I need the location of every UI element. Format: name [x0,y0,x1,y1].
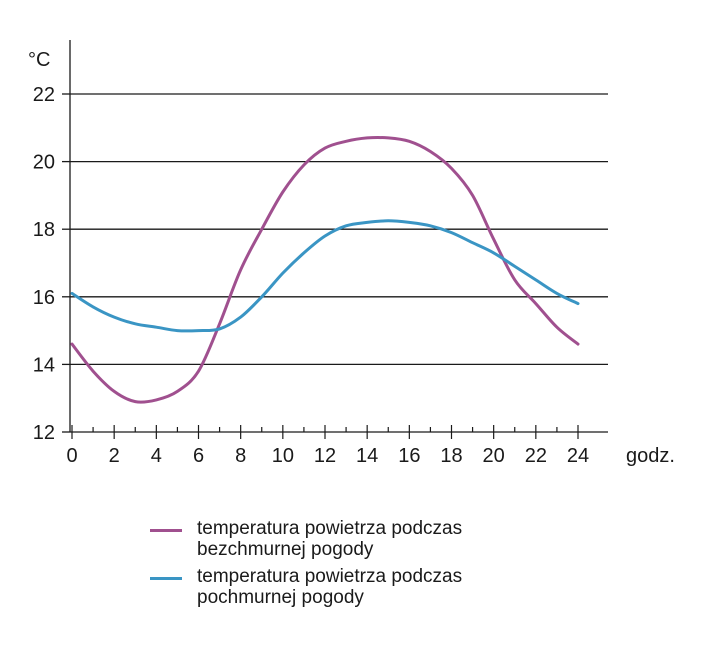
y-tick-label-16: 16 [33,287,55,309]
legend-swatch-clear-weather [150,529,182,532]
series-lines [70,136,580,404]
y-tick-label-12: 12 [33,422,55,444]
legend-item-clear-weather: temperatura powietrza podczas bezchmurne… [150,518,570,560]
x-tick-label-24: 24 [567,445,589,467]
x-tick-label-12: 12 [314,445,336,467]
y-tick-label-20: 20 [33,152,55,174]
x-tick-label-0: 0 [66,445,77,467]
x-tick-label-22: 22 [525,445,547,467]
legend-label-cloudy-weather: temperatura powietrza podczas pochmurnej… [197,566,463,608]
y-axis-unit-label: °C [28,49,50,71]
x-tick-label-8: 8 [235,445,246,467]
series-line-cloudy-weather [70,219,580,333]
axis-ticks [62,93,579,439]
legend-item-cloudy-weather: temperatura powietrza podczas pochmurnej… [150,566,570,608]
x-tick-label-14: 14 [356,445,378,467]
legend: temperatura powietrza podczas bezchmurne… [150,518,570,614]
x-tick-label-6: 6 [193,445,204,467]
y-tick-label-22: 22 [33,84,55,106]
legend-swatch-cloudy-weather [150,577,182,580]
x-tick-label-2: 2 [109,445,120,467]
x-tick-label-10: 10 [272,445,294,467]
x-tick-label-4: 4 [151,445,162,467]
y-tick-label-18: 18 [33,219,55,241]
x-tick-label-18: 18 [440,445,462,467]
x-tick-label-16: 16 [398,445,420,467]
x-tick-label-20: 20 [483,445,505,467]
series-line-clear-weather [70,136,580,404]
y-tick-label-14: 14 [33,354,55,376]
x-axis-unit-label: godz. [626,445,675,467]
legend-label-clear-weather: temperatura powietrza podczas bezchmurne… [197,518,463,560]
